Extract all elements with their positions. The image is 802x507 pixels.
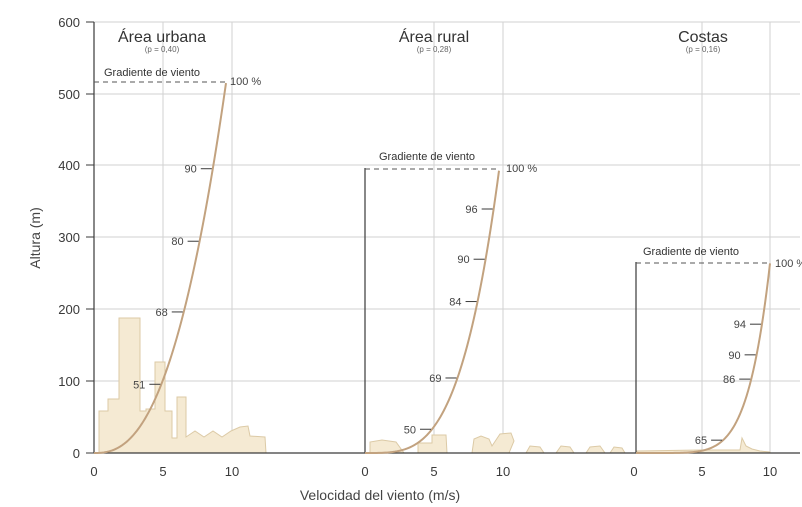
grid [94, 21, 800, 453]
marker-label-costas-90: 90 [728, 350, 740, 362]
y-tick-label-500: 500 [58, 87, 80, 102]
marker-label-costas-65: 65 [695, 435, 707, 447]
profile-curve-rural [365, 170, 500, 454]
gradient-lines: Gradiente de viento 100 % Gradiente de v… [94, 67, 802, 270]
marker-label-costas-86: 86 [723, 374, 735, 386]
marker-label-rural-69: 69 [429, 373, 441, 385]
y-axis-title: Altura (m) [27, 207, 43, 268]
x-tick-label-rural-0: 0 [361, 464, 368, 479]
y-tick-label-100: 100 [58, 374, 80, 389]
marker-label-urbana-90: 90 [185, 164, 197, 176]
gradient-label-rural: Gradiente de viento [379, 151, 475, 163]
rural-terrain [369, 432, 626, 454]
gradient-label-costas: Gradiente de viento [643, 246, 739, 258]
marker-label-rural-84: 84 [449, 297, 461, 309]
panel-exponent-urbana: (p = 0,40) [145, 45, 180, 54]
panel-titles: Área urbana (p = 0,40) Área rural (p = 0… [118, 27, 728, 54]
panel-exponent-costas: (p = 0,16) [686, 45, 721, 54]
marker-label-rural-90: 90 [457, 254, 469, 266]
panel-title-costas: Costas [678, 29, 728, 46]
y-tick-label-0: 0 [73, 446, 80, 461]
urban-buildings [98, 317, 267, 454]
x-tick-label-coast-0: 0 [630, 464, 637, 479]
wind-profile-curves [93, 82, 771, 454]
marker-label-urbana-68: 68 [156, 307, 168, 319]
x-tick-label-urban-0: 0 [90, 464, 97, 479]
marker-label-urbana-51: 51 [133, 379, 145, 391]
y-tick-label-400: 400 [58, 158, 80, 173]
rural-houses [369, 432, 626, 454]
axes: 600 500 400 300 200 100 0 0 5 10 0 5 10 … [27, 15, 800, 503]
gradient-pct-rural: 100 % [506, 163, 537, 175]
urban-skyline [98, 317, 267, 454]
panel-title-rural: Área rural [399, 27, 469, 46]
panel-exponent-rural: (p = 0,28) [417, 45, 452, 54]
marker-label-urbana-80: 80 [171, 236, 183, 248]
x-tick-label-coast-10: 10 [763, 464, 777, 479]
x-tick-label-urban-5: 5 [159, 464, 166, 479]
x-tick-label-rural-10: 10 [496, 464, 510, 479]
y-tick-label-300: 300 [58, 230, 80, 245]
percentage-markers: 90 80 68 51 96 90 84 69 50 94 90 86 65 [133, 164, 761, 447]
x-axis-title: Velocidad del viento (m/s) [300, 487, 460, 503]
gradient-pct-costas: 100 % [775, 258, 802, 270]
x-tick-label-urban-10: 10 [225, 464, 239, 479]
gradient-label-urbana: Gradiente de viento [104, 67, 200, 79]
marker-label-costas-94: 94 [734, 319, 746, 331]
x-tick-label-coast-5: 5 [698, 464, 705, 479]
gradient-pct-urbana: 100 % [230, 76, 261, 88]
y-tick-label-600: 600 [58, 15, 80, 30]
marker-label-rural-50: 50 [404, 424, 416, 436]
marker-label-rural-96: 96 [465, 204, 477, 216]
x-tick-label-rural-5: 5 [430, 464, 437, 479]
profile-curve-costas [636, 263, 771, 454]
y-tick-label-200: 200 [58, 302, 80, 317]
profile-curve-urbana [93, 82, 227, 454]
panel-title-urbana: Área urbana [118, 27, 206, 46]
